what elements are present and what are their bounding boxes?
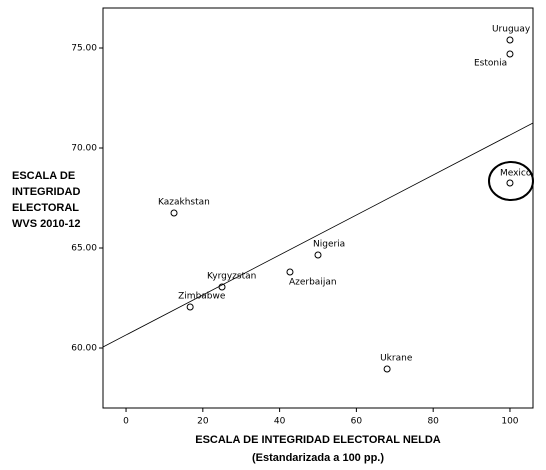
point-label: Nigeria [313,240,345,250]
point-label: Kyrgyzstan [207,272,256,282]
y-axis-title: INTEGRIDAD [12,186,81,198]
point-label: Kazakhstan [158,198,210,208]
y-tick-label: 75.00 [71,44,97,54]
point [218,283,226,291]
point [506,36,514,44]
point [314,251,322,259]
x-axis-title: (Estandarizada a 100 pp.) [252,452,384,464]
x-tick-label: 80 [427,417,439,427]
point [286,268,294,276]
point-label: Estonia [474,59,507,69]
x-tick-label: 0 [123,417,129,427]
plot-area [102,7,534,409]
point-label: Ukrane [380,354,413,364]
x-tick-label: 40 [274,417,286,427]
x-tick-label: 60 [351,417,363,427]
point [506,50,514,58]
point [506,179,514,187]
y-axis-title: WVS 2010-12 [12,218,80,230]
point-label: Zimbabwe [178,292,226,302]
x-axis-title: ESCALA DE INTEGRIDAD ELECTORAL NELDA [195,434,441,446]
highlight-circle [488,161,534,201]
point-label: Uruguay [492,25,531,35]
y-tick-label: 60.00 [71,344,97,354]
point [186,303,194,311]
x-tick-label: 100 [501,417,518,427]
y-tick-label: 70.00 [71,144,97,154]
point [170,209,178,217]
fit-line [102,122,534,348]
y-tick-label: 65.00 [71,244,97,254]
y-axis-title: ESCALA DE [12,170,75,182]
point-label: Azerbaijan [289,278,337,288]
x-tick-label: 20 [197,417,209,427]
point [383,365,391,373]
point-label: Mexico [500,169,532,179]
y-axis-title: ELECTORAL [12,202,79,214]
